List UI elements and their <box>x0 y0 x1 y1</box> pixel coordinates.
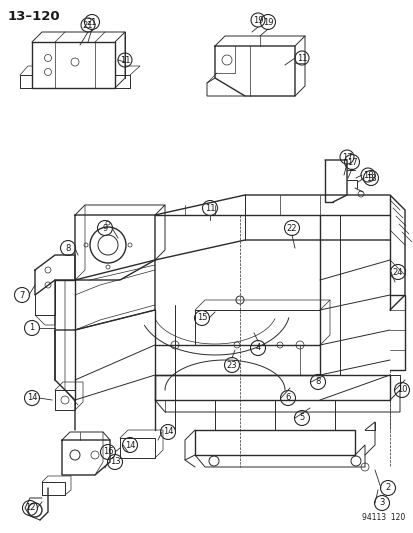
Text: 19: 19 <box>252 15 263 25</box>
Text: 18: 18 <box>365 174 375 182</box>
Text: 14: 14 <box>162 427 173 437</box>
Text: 1: 1 <box>29 324 35 333</box>
Text: 9: 9 <box>102 223 107 232</box>
Text: 17: 17 <box>341 152 351 161</box>
Text: 14: 14 <box>27 393 37 402</box>
Text: 14: 14 <box>124 440 135 449</box>
Text: 5: 5 <box>299 414 304 423</box>
Text: 24: 24 <box>392 268 402 277</box>
Text: 15: 15 <box>196 313 207 322</box>
Text: 23: 23 <box>226 360 237 369</box>
Text: 7: 7 <box>19 290 25 300</box>
Text: 8: 8 <box>315 377 320 386</box>
Text: 2: 2 <box>385 483 390 492</box>
Text: 94113  120: 94113 120 <box>361 513 404 522</box>
Text: 13–120: 13–120 <box>8 10 60 23</box>
Text: 21: 21 <box>83 20 93 29</box>
Text: 6: 6 <box>285 393 290 402</box>
Text: 11: 11 <box>296 53 306 62</box>
Text: 19: 19 <box>262 18 273 27</box>
Text: 12: 12 <box>25 504 35 513</box>
Text: 18: 18 <box>362 171 373 180</box>
Text: 4: 4 <box>255 343 260 352</box>
Text: 3: 3 <box>378 498 384 507</box>
Text: 11: 11 <box>204 204 215 213</box>
Text: 11: 11 <box>119 55 130 64</box>
Text: 16: 16 <box>102 448 113 456</box>
Text: 17: 17 <box>346 157 356 166</box>
Text: 8: 8 <box>65 244 71 253</box>
Text: 13: 13 <box>109 457 120 466</box>
Text: 22: 22 <box>286 223 297 232</box>
Text: 21: 21 <box>87 18 97 27</box>
Text: 10: 10 <box>396 385 406 394</box>
